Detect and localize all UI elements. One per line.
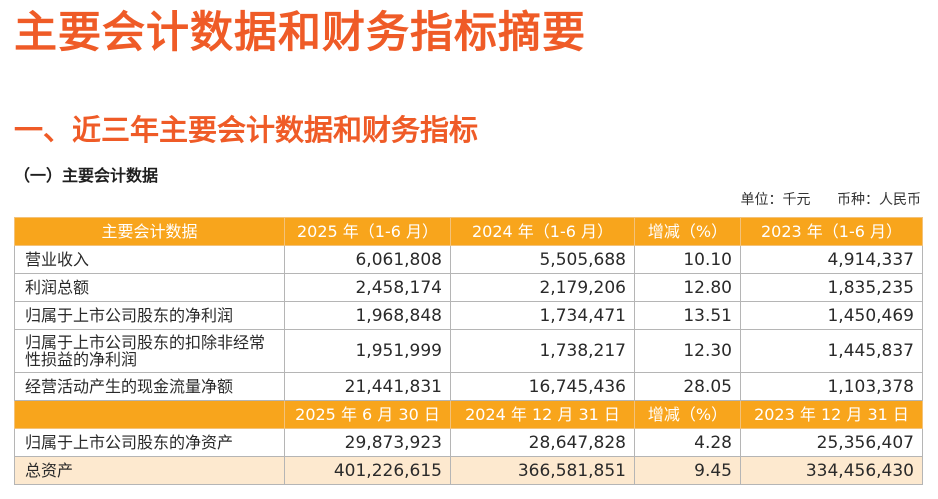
table-cell: 401,226,615 [284, 456, 451, 485]
column-header: 增减（%） [634, 217, 741, 246]
table-cell: 334,456,430 [740, 456, 923, 485]
table-cell: 1,734,471 [450, 301, 635, 330]
table-cell: 5,505,688 [450, 245, 635, 274]
row-label: 经营活动产生的现金流量净额 [14, 372, 285, 401]
table-row: 归属于上市公司股东的扣除非经常性损益的净利润 1,951,999 1,738,2… [14, 329, 923, 373]
table-cell: 12.30 [634, 329, 741, 373]
table-cell: 10.10 [634, 245, 741, 274]
table-cell: 1,450,469 [740, 301, 923, 330]
table-cell: 13.51 [634, 301, 741, 330]
row-label: 利润总额 [14, 273, 285, 302]
table-cell: 25,356,407 [740, 428, 923, 457]
table-cell: 1,103,378 [740, 372, 923, 401]
table-cell: 21,441,831 [284, 372, 451, 401]
row-label: 归属于上市公司股东的净资产 [14, 428, 285, 457]
subsection-title: （一）主要会计数据 [14, 166, 159, 185]
table-row: 归属于上市公司股东的净资产 29,873,923 28,647,828 4.28… [14, 428, 923, 457]
table-header-row: 主要会计数据 2025 年（1-6 月） 2024 年（1-6 月） 增减（%）… [14, 217, 923, 246]
column-header: 2023 年 12 月 31 日 [740, 400, 923, 429]
table-cell: 1,738,217 [450, 329, 635, 373]
table-row: 总资产 401,226,615 366,581,851 9.45 334,456… [14, 456, 923, 485]
table-cell: 1,968,848 [284, 301, 451, 330]
table-cell: 6,061,808 [284, 245, 451, 274]
table-cell: 1,445,837 [740, 329, 923, 373]
table-cell: 9.45 [634, 456, 741, 485]
column-header [14, 400, 285, 429]
column-header: 2025 年（1-6 月） [284, 217, 451, 246]
table-row: 归属于上市公司股东的净利润 1,968,848 1,734,471 13.51 … [14, 301, 923, 330]
row-label: 总资产 [14, 456, 285, 485]
table-cell: 16,745,436 [450, 372, 635, 401]
table-cell: 2,179,206 [450, 273, 635, 302]
table-cell: 2,458,174 [284, 273, 451, 302]
column-header: 2024 年 12 月 31 日 [450, 400, 635, 429]
currency-label: 币种：人民币 [837, 192, 921, 208]
table-cell: 1,835,235 [740, 273, 923, 302]
table-header-row: 2025 年 6 月 30 日 2024 年 12 月 31 日 增减（%） 2… [14, 400, 923, 429]
table-cell: 12.80 [634, 273, 741, 302]
unit-currency-note: 单位：千元 币种：人民币 [741, 190, 921, 210]
column-header: 2025 年 6 月 30 日 [284, 400, 451, 429]
table-cell: 1,951,999 [284, 329, 451, 373]
table-row: 营业收入 6,061,808 5,505,688 10.10 4,914,337 [14, 245, 923, 274]
row-label: 归属于上市公司股东的扣除非经常性损益的净利润 [14, 329, 285, 373]
column-header: 2024 年（1-6 月） [450, 217, 635, 246]
accounting-data-table: 主要会计数据 2025 年（1-6 月） 2024 年（1-6 月） 增减（%）… [14, 217, 923, 485]
row-label: 归属于上市公司股东的净利润 [14, 301, 285, 330]
column-header: 2023 年（1-6 月） [740, 217, 923, 246]
row-label: 营业收入 [14, 245, 285, 274]
table-cell: 29,873,923 [284, 428, 451, 457]
table-cell: 366,581,851 [450, 456, 635, 485]
page-title: 主要会计数据和财务指标摘要 [14, 8, 586, 58]
column-header: 主要会计数据 [14, 217, 285, 246]
unit-label: 单位：千元 [740, 192, 811, 208]
column-header: 增减（%） [634, 400, 741, 429]
table-row: 经营活动产生的现金流量净额 21,441,831 16,745,436 28.0… [14, 372, 923, 401]
table-cell: 28,647,828 [450, 428, 635, 457]
section-title: 一、近三年主要会计数据和财务指标 [14, 113, 479, 147]
table-row: 利润总额 2,458,174 2,179,206 12.80 1,835,235 [14, 273, 923, 302]
table-cell: 4.28 [634, 428, 741, 457]
table-cell: 28.05 [634, 372, 741, 401]
table-cell: 4,914,337 [740, 245, 923, 274]
